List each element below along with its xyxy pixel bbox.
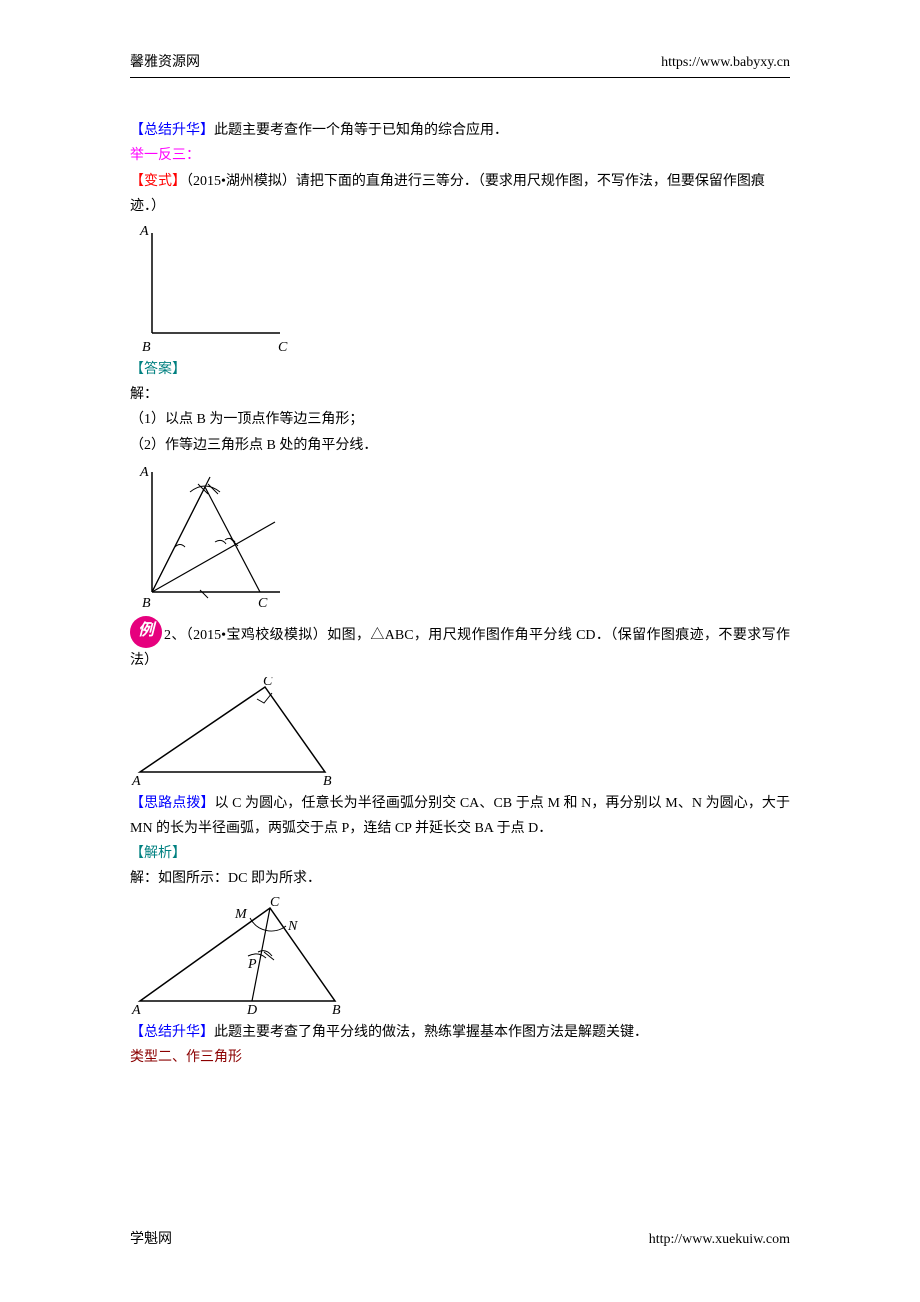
svg-text:P: P	[247, 957, 257, 972]
variation-problem: 【变式】（2015•湖州模拟）请把下面的直角进行三等分．（要求用尺规作图，不写作…	[130, 169, 790, 219]
svg-text:A: A	[139, 224, 149, 239]
summary-2: 【总结升华】此题主要考查了角平分线的做法，熟练掌握基本作图方法是解题关键．	[130, 1020, 790, 1045]
summary2-label: 【总结升华】	[130, 1025, 214, 1040]
svg-text:D: D	[246, 1003, 257, 1016]
summary-1: 【总结升华】此题主要考查作一个角等于已知角的综合应用．	[130, 118, 790, 143]
svg-text:B: B	[332, 1003, 341, 1016]
summary-label: 【总结升华】	[130, 123, 214, 138]
variation-text: （2015•湖州模拟）请把下面的直角进行三等分．（要求用尺规作图，不写作法，但要…	[130, 174, 765, 214]
header-left: 馨雅资源网	[130, 50, 200, 75]
type-2-heading: 类型二、作三角形	[130, 1045, 790, 1070]
svg-text:A: A	[131, 1003, 141, 1016]
analysis-label: 【解析】	[130, 841, 790, 866]
svg-text:B: B	[323, 774, 332, 787]
hint-block: 【思路点拨】以 C 为圆心，任意长为半径画弧分别交 CA、CB 于点 M 和 N…	[130, 791, 790, 841]
svg-text:N: N	[287, 919, 298, 934]
svg-text:C: C	[258, 596, 268, 611]
header-right: https://www.babyxy.cn	[661, 50, 790, 75]
svg-text:B: B	[142, 596, 151, 611]
example-2: 例2、（2015•宝鸡校级模拟）如图，△ABC，用尺规作图作角平分线 CD．（保…	[130, 616, 790, 673]
answer-line-1: （1）以点 B 为一顶点作等边三角形；	[130, 407, 790, 432]
page: 馨雅资源网 https://www.babyxy.cn 【总结升华】此题主要考查…	[0, 0, 920, 1120]
figure-right-angle: A B C	[130, 223, 790, 353]
figure-bisector: A B C D M N P	[130, 896, 790, 1016]
svg-text:A: A	[131, 774, 141, 787]
content-area: 【总结升华】此题主要考查作一个角等于已知角的综合应用． 举一反三： 【变式】（2…	[130, 118, 790, 1070]
answer-label: 【答案】	[130, 357, 790, 382]
variation-heading: 举一反三：	[130, 143, 790, 168]
svg-text:B: B	[142, 340, 151, 353]
footer-left: 学魁网	[130, 1227, 172, 1252]
footer-right: http://www.xuekuiw.com	[649, 1227, 790, 1252]
example-text: （2015•宝鸡校级模拟）如图，△ABC，用尺规作图作角平分线 CD．（保留作图…	[130, 628, 790, 668]
svg-text:C: C	[278, 340, 288, 353]
summary2-text: 此题主要考查了角平分线的做法，熟练掌握基本作图方法是解题关键．	[214, 1025, 648, 1040]
page-header: 馨雅资源网 https://www.babyxy.cn	[130, 50, 790, 78]
page-footer: 学魁网 http://www.xuekuiw.com	[130, 1227, 790, 1252]
answer-line-0: 解：	[130, 382, 790, 407]
svg-text:M: M	[234, 907, 248, 922]
svg-text:C: C	[270, 896, 280, 910]
svg-text:A: A	[139, 465, 149, 480]
summary-text: 此题主要考查作一个角等于已知角的综合应用．	[214, 123, 508, 138]
hint-text: 以 C 为圆心，任意长为半径画弧分别交 CA、CB 于点 M 和 N，再分别以 …	[130, 796, 790, 836]
figure-triangle-abc: A B C	[130, 677, 790, 787]
hint-label: 【思路点拨】	[130, 796, 214, 811]
svg-text:C: C	[263, 677, 273, 689]
example-badge: 例	[130, 616, 162, 648]
answer-line-2: （2）作等边三角形点 B 处的角平分线．	[130, 433, 790, 458]
analysis-line: 解：如图所示：DC 即为所求．	[130, 866, 790, 891]
variation-label: 【变式】	[130, 174, 186, 189]
example-num: 2、	[164, 628, 186, 643]
figure-trisection: A B C	[130, 462, 790, 612]
